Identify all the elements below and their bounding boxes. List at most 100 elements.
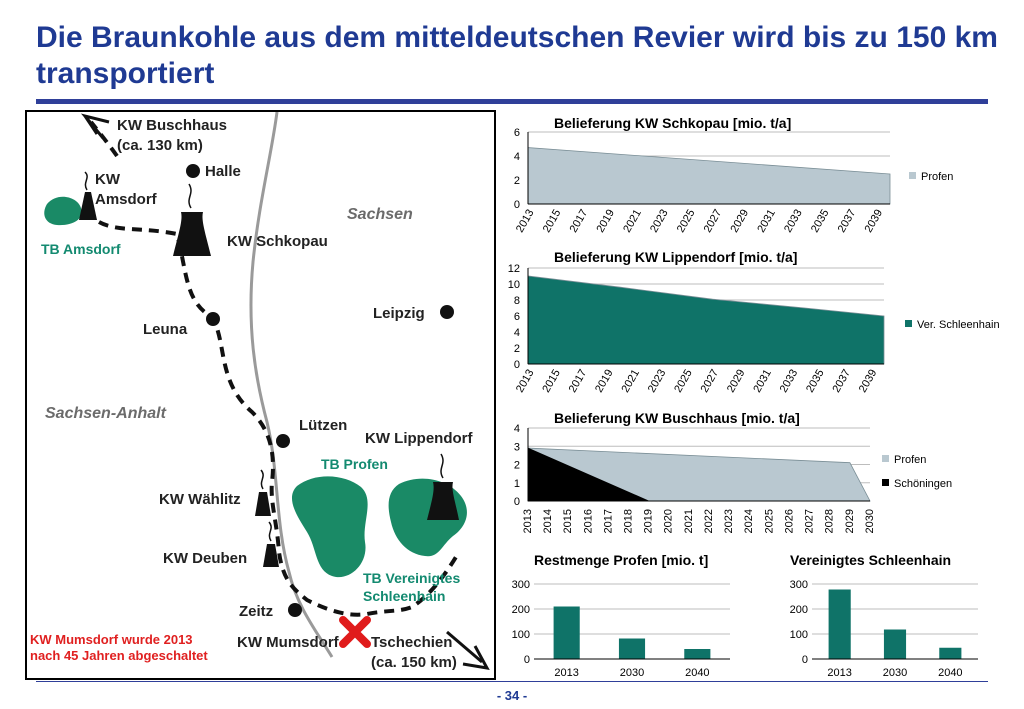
- xtick-schkopau-2031: 2031: [755, 208, 778, 235]
- legend-swatch-buschhaus-1: [882, 479, 889, 486]
- ytick-schkopau-2: 2: [514, 175, 520, 187]
- chart-title-buschhaus: Belieferung KW Buschhaus [mio. t/a]: [554, 410, 800, 426]
- label-buschhaus: KW Buschhaus: [117, 117, 227, 134]
- xtick-buschhaus-2016: 2016: [582, 509, 594, 533]
- xtick-schkopau-2013: 2013: [514, 208, 537, 235]
- xtick-lippendorf-2013: 2013: [514, 368, 537, 395]
- ytick-lippendorf-8: 8: [514, 295, 520, 307]
- xtick-lippendorf-2039: 2039: [857, 368, 880, 395]
- luetzen-dot: [276, 434, 290, 448]
- xtick-schkopau-2027: 2027: [702, 208, 725, 235]
- halle-dot: [186, 164, 200, 178]
- zeitz-dot: [288, 603, 302, 617]
- label-kw: KW: [95, 171, 121, 188]
- ytick-buschhaus-4: 4: [514, 423, 520, 435]
- chart-title-restmenge: Restmenge Profen [mio. t]: [534, 552, 708, 568]
- page-number: - 34 -: [0, 688, 1024, 703]
- map-panel: KW Buschhaus (ca. 130 km) Halle KW Amsdo…: [25, 110, 496, 680]
- ytick-lippendorf-4: 4: [514, 327, 520, 339]
- leuna-dot: [206, 312, 220, 326]
- xtick-lippendorf-2015: 2015: [540, 368, 563, 395]
- chart-title-lippendorf: Belieferung KW Lippendorf [mio. t/a]: [554, 249, 797, 265]
- xtick-lippendorf-2031: 2031: [751, 368, 774, 395]
- legend-label-lippendorf-0: Ver. Schleenhain: [917, 319, 1000, 331]
- label-luetzen: Lützen: [299, 417, 347, 434]
- xtick-buschhaus-2020: 2020: [663, 509, 675, 533]
- label-buschhaus-dist: (ca. 130 km): [117, 137, 203, 154]
- xtick-schkopau-2025: 2025: [675, 208, 698, 235]
- legend-swatch-lippendorf-0: [905, 320, 912, 327]
- xtick-lippendorf-2035: 2035: [804, 368, 827, 395]
- bar-restmenge-2030: [619, 639, 645, 660]
- xtick-buschhaus-2026: 2026: [783, 509, 795, 533]
- xtick-lippendorf-2029: 2029: [725, 368, 748, 395]
- xtick-buschhaus-2013: 2013: [522, 509, 534, 533]
- xtick-buschhaus-2018: 2018: [622, 509, 634, 533]
- ytick-schleenhain-300: 300: [790, 579, 808, 591]
- xtick-lippendorf-2027: 2027: [699, 368, 722, 395]
- shutdown-note: KW Mumsdorf wurde 2013 nach 45 Jahren ab…: [30, 632, 235, 664]
- xtick-schkopau-2015: 2015: [541, 208, 564, 235]
- xtick-schkopau-2033: 2033: [782, 208, 805, 235]
- legend-label-schkopau-0: Profen: [921, 171, 953, 183]
- ytick-restmenge-0: 0: [524, 654, 530, 666]
- ytick-restmenge-100: 100: [512, 629, 530, 641]
- xtick-lippendorf-2023: 2023: [646, 368, 669, 395]
- schkopau-plant-icon: [173, 184, 211, 256]
- xtick-lippendorf-2021: 2021: [619, 368, 642, 395]
- ytick-schkopau-6: 6: [514, 127, 520, 139]
- xtick-buschhaus-2029: 2029: [844, 509, 856, 533]
- bar-schleenhain-2013: [829, 590, 851, 660]
- label-leipzig: Leipzig: [373, 305, 425, 322]
- shutdown-cross-icon: [343, 620, 367, 644]
- bottom-rule: [36, 681, 988, 682]
- chart-title-schkopau: Belieferung KW Schkopau [mio. t/a]: [554, 115, 791, 131]
- ytick-lippendorf-10: 10: [508, 279, 520, 291]
- label-tb-profen: TB Profen: [321, 456, 388, 472]
- xtick-schkopau-2037: 2037: [836, 208, 859, 235]
- ytick-schkopau-0: 0: [514, 199, 520, 211]
- xtick-lippendorf-2033: 2033: [778, 368, 801, 395]
- xtick-lippendorf-2019: 2019: [593, 368, 616, 395]
- legend-swatch-schkopau-0: [909, 172, 916, 179]
- tb-amsdorf-area: [44, 197, 81, 225]
- xtick-buschhaus-2023: 2023: [723, 509, 735, 533]
- waehlitz-plant-icon: [255, 470, 271, 516]
- label-mumsdorf: KW Mumsdorf: [237, 634, 340, 651]
- title-rule: [36, 99, 988, 104]
- ytick-buschhaus-0: 0: [514, 496, 520, 508]
- ytick-lippendorf-12: 12: [508, 263, 520, 275]
- xtick-buschhaus-2030: 2030: [864, 509, 876, 533]
- xtick-schkopau-2039: 2039: [863, 208, 886, 235]
- label-halle: Halle: [205, 163, 241, 180]
- label-schleenhain: Schleenhain: [363, 588, 445, 604]
- xtick-schkopau-2021: 2021: [621, 208, 644, 235]
- ytick-buschhaus-1: 1: [514, 478, 520, 490]
- xtick-lippendorf-2037: 2037: [830, 368, 853, 395]
- label-deuben: KW Deuben: [163, 550, 247, 567]
- label-amsdorf: Amsdorf: [95, 191, 158, 208]
- xtick-buschhaus-2019: 2019: [643, 509, 655, 533]
- label-leuna: Leuna: [143, 321, 188, 338]
- ytick-lippendorf-0: 0: [514, 359, 520, 371]
- ytick-restmenge-300: 300: [512, 579, 530, 591]
- xtick-schkopau-2017: 2017: [568, 208, 591, 235]
- bar-restmenge-2013: [554, 607, 580, 660]
- label-tschechien-dist: (ca. 150 km): [371, 654, 457, 671]
- xtick-schleenhain-2040: 2040: [938, 667, 962, 679]
- xtick-restmenge-2030: 2030: [620, 667, 644, 679]
- xtick-buschhaus-2022: 2022: [703, 509, 715, 533]
- label-tb-amsdorf: TB Amsdorf: [41, 241, 121, 257]
- legend-label-buschhaus-1: Schöningen: [894, 478, 952, 490]
- xtick-lippendorf-2025: 2025: [672, 368, 695, 395]
- area-lippendorf-0: [528, 276, 884, 364]
- label-sachsen-anhalt: Sachsen-Anhalt: [45, 405, 167, 422]
- tb-profen-area: [292, 476, 368, 577]
- xtick-schkopau-2023: 2023: [648, 208, 671, 235]
- ytick-buschhaus-3: 3: [514, 441, 520, 453]
- ytick-schleenhain-200: 200: [790, 604, 808, 616]
- xtick-buschhaus-2025: 2025: [763, 509, 775, 533]
- ytick-schleenhain-100: 100: [790, 629, 808, 641]
- xtick-restmenge-2040: 2040: [685, 667, 709, 679]
- bar-schleenhain-2030: [884, 630, 906, 660]
